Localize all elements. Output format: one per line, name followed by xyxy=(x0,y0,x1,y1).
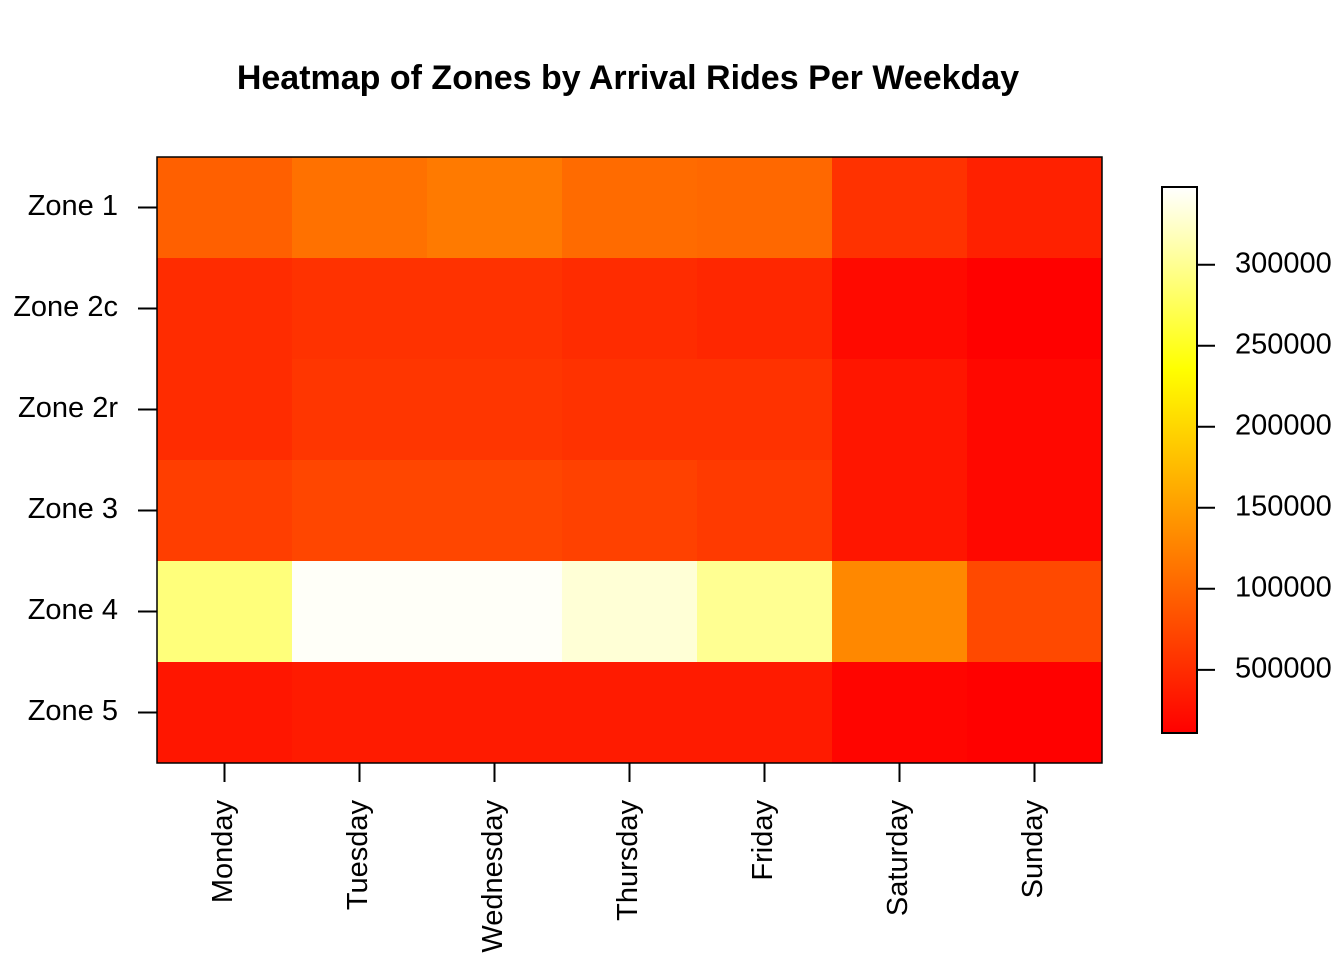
x-tick-label: Wednesday xyxy=(477,800,509,953)
heat-cell xyxy=(967,157,1103,259)
heat-cell xyxy=(562,561,698,663)
heat-cell xyxy=(292,561,428,663)
colorbar-tick-label: 500000 xyxy=(1235,652,1332,684)
x-tick-label: Monday xyxy=(207,800,239,904)
heat-cell xyxy=(967,258,1103,360)
y-tick-label: Zone 3 xyxy=(28,493,118,525)
colorbar-tick-label: 300000 xyxy=(1235,247,1332,279)
x-tick-label: Sunday xyxy=(1017,800,1049,899)
heat-cell xyxy=(157,359,293,461)
colorbar-tick-label: 250000 xyxy=(1235,328,1332,360)
heat-cell xyxy=(427,662,563,764)
heat-cell xyxy=(427,359,563,461)
colorbar-tick-label: 100000 xyxy=(1235,571,1332,603)
heat-cell xyxy=(427,157,563,259)
heat-cell xyxy=(697,258,833,360)
heat-cell xyxy=(832,258,968,360)
heat-cell xyxy=(562,359,698,461)
heat-cell xyxy=(967,359,1103,461)
heat-cell xyxy=(562,662,698,764)
heat-cell xyxy=(427,460,563,562)
y-tick-label: Zone 2r xyxy=(18,392,118,424)
heat-cell xyxy=(427,258,563,360)
heat-cell xyxy=(157,662,293,764)
y-tick-label: Zone 5 xyxy=(28,695,118,727)
x-tick-label: Tuesday xyxy=(342,800,374,911)
heat-cell xyxy=(292,662,428,764)
heat-cell xyxy=(832,460,968,562)
heat-cell xyxy=(697,561,833,663)
heat-cell xyxy=(562,157,698,259)
x-tick-label: Saturday xyxy=(882,800,914,917)
heat-cell xyxy=(697,359,833,461)
heat-cell xyxy=(157,460,293,562)
colorbar-tick-label: 200000 xyxy=(1235,409,1332,441)
heat-cell xyxy=(832,561,968,663)
y-tick-label: Zone 1 xyxy=(28,190,118,222)
x-tick-label: Friday xyxy=(747,800,779,881)
heat-cell xyxy=(697,662,833,764)
heat-cell xyxy=(292,157,428,259)
x-tick-label: Thursday xyxy=(612,800,644,921)
heat-cell xyxy=(832,157,968,259)
heat-cell xyxy=(562,460,698,562)
colorbar-tick-label: 150000 xyxy=(1235,490,1332,522)
heat-cell xyxy=(832,662,968,764)
heat-cell xyxy=(157,258,293,360)
heat-cell xyxy=(967,561,1103,663)
heat-cell xyxy=(292,359,428,461)
heat-cell xyxy=(427,561,563,663)
heat-cell xyxy=(292,258,428,360)
heat-cell xyxy=(697,460,833,562)
heat-cell xyxy=(292,460,428,562)
heat-cell xyxy=(967,662,1103,764)
y-tick-label: Zone 2c xyxy=(13,291,118,323)
heat-cell xyxy=(832,359,968,461)
heat-cell xyxy=(157,561,293,663)
colorbar xyxy=(1161,186,1198,734)
chart-title: Heatmap of Zones by Arrival Rides Per We… xyxy=(237,59,1019,97)
heat-cell xyxy=(697,157,833,259)
y-tick-label: Zone 4 xyxy=(28,594,118,626)
heat-cell xyxy=(967,460,1103,562)
heat-cell xyxy=(562,258,698,360)
heat-cell xyxy=(157,157,293,259)
